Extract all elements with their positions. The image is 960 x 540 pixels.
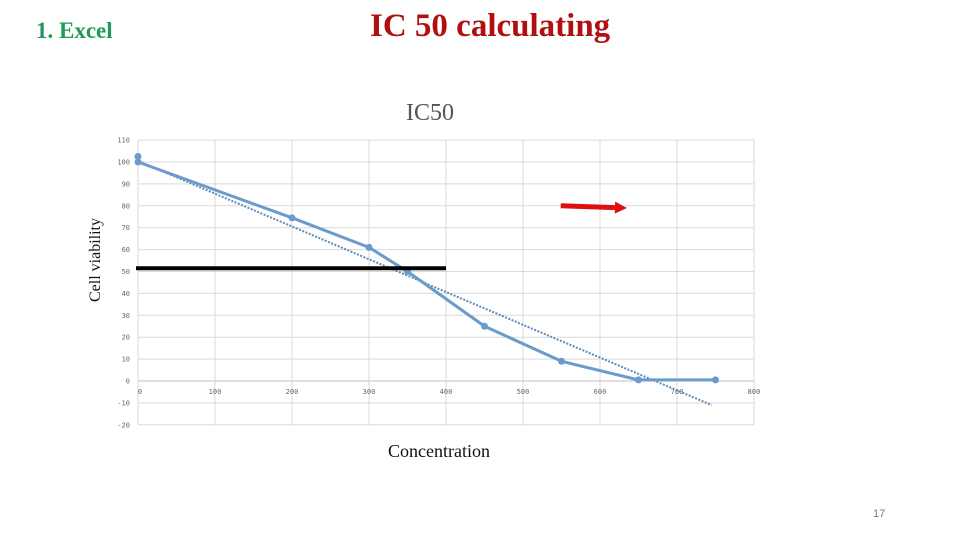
section-label: 1. Excel (36, 18, 113, 43)
y-tick-label: 110 (117, 137, 130, 145)
y-tick-label: -20 (117, 421, 130, 429)
arrow-head (614, 201, 627, 214)
x-tick-label: 300 (363, 388, 376, 396)
y-tick-label: -10 (117, 399, 130, 407)
x-tick-label: 800 (748, 388, 761, 396)
data-point-marker (558, 357, 565, 365)
page-number: 17 (873, 508, 886, 520)
data-point-marker (481, 322, 488, 330)
x-tick-label: 400 (440, 388, 453, 396)
annotations (136, 201, 627, 271)
x-tick-label: 500 (517, 388, 530, 396)
slide-title: IC 50 calculating (370, 8, 611, 44)
x-tick-label: 200 (286, 388, 299, 396)
chart-title: IC50 (406, 100, 454, 126)
data-point-marker (288, 214, 296, 222)
y-tick-label: 80 (122, 202, 130, 210)
red-arrow-icon (560, 201, 627, 214)
x-tick-label: 700 (671, 388, 684, 396)
y-tick-label: 0 (126, 378, 130, 386)
y-tick-label: 50 (122, 268, 130, 276)
data-point-marker (134, 153, 142, 161)
data-point-marker (134, 158, 142, 166)
y-tick-label: 10 (122, 356, 130, 364)
y-tick-label: 70 (122, 224, 130, 232)
y-tick-label: 40 (122, 290, 130, 298)
x-tick-label: 100 (209, 388, 222, 396)
gridlines (137, 139, 755, 426)
data-series (134, 153, 719, 407)
y-tick-label: 20 (122, 334, 130, 342)
x-tick-label: 600 (594, 388, 607, 396)
data-point-marker (365, 243, 373, 251)
x-tick-label: 0 (138, 388, 142, 396)
data-point-marker (635, 376, 642, 384)
data-point-marker (712, 376, 719, 384)
y-tick-label: 60 (122, 246, 130, 254)
y-tick-label: 90 (122, 180, 130, 188)
y-tick-label: 30 (122, 312, 130, 320)
arrow-shaft (560, 203, 616, 211)
y-tick-label: 100 (117, 159, 130, 167)
x-axis-label: Concentration (388, 441, 490, 461)
